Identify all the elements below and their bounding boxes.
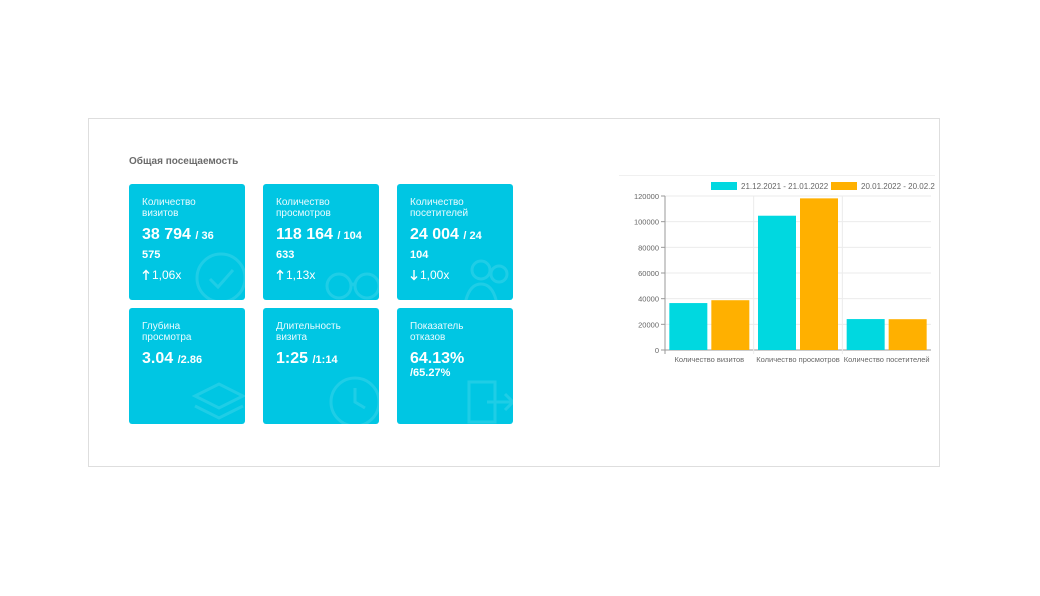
previous-value: /2.86 (177, 354, 203, 366)
y-tick-label: 60000 (638, 269, 659, 278)
legend-label: 20.01.2022 - 20.02.2022 (861, 182, 935, 191)
legend-label: 21.12.2021 - 21.01.2022 (741, 182, 829, 191)
tile-value: 24 004 / 24 104 (410, 226, 503, 264)
bar (669, 303, 708, 350)
arrow-down-icon (410, 270, 418, 281)
tile-pageviews: Количество просмотров 118 164 / 104 633 … (263, 184, 379, 300)
previous-value: / 104 633 (276, 230, 362, 261)
current-value: 24 004 (410, 226, 459, 243)
trend-value: 1,13x (286, 268, 316, 282)
visits-chart: 21.12.2021 - 21.01.2022 20.01.2022 - 20.0… (619, 175, 949, 375)
tile-label: Количество посетителей (410, 197, 469, 219)
bar (846, 319, 885, 350)
trend: 1,00x (410, 268, 503, 282)
tile-label: Количество просмотров (276, 197, 331, 219)
previous-value: / 36 575 (142, 230, 214, 261)
y-tick-label: 100000 (634, 218, 659, 227)
traffic-panel: Общая посещаемость Количество визитов 38… (88, 118, 949, 467)
tile-label: Показатель отказов (410, 321, 464, 343)
tile-label: Длительность визита (276, 321, 341, 343)
glasses-icon (325, 272, 379, 300)
tile-bounce: Показатель отказов 64.13% /65.27% (397, 308, 513, 424)
x-tick-label: Количество визитов (674, 355, 744, 364)
current-value: 118 164 (276, 226, 333, 243)
legend-swatch (711, 182, 737, 190)
legend-divider (619, 175, 935, 176)
x-tick-label: Количество просмотров (756, 355, 839, 364)
trend: 1,13x (276, 268, 369, 282)
exit-icon (467, 380, 513, 424)
current-value: 64.13% (410, 350, 465, 367)
panel-title: Общая посещаемость (129, 156, 239, 167)
tile-value: 118 164 / 104 633 (276, 226, 369, 264)
x-tick-label: Количество посетителей (844, 355, 930, 364)
y-tick-label: 0 (655, 346, 659, 355)
y-tick-label: 20000 (638, 320, 659, 329)
current-value: 38 794 (142, 226, 191, 243)
y-tick-label: 80000 (638, 243, 659, 252)
tile-label: Количество визитов (142, 197, 196, 219)
y-tick-label: 40000 (638, 295, 659, 304)
check-circle-icon (195, 252, 245, 300)
tile-value: 3.04 /2.86 (142, 350, 235, 369)
y-tick-label: 120000 (634, 192, 659, 201)
users-icon (464, 259, 509, 300)
trend: 1,06x (142, 268, 235, 282)
trend-value: 1,06x (152, 268, 182, 282)
layers-icon (191, 382, 245, 420)
previous-value: /65.27% (410, 367, 451, 379)
tile-value: 64.13% /65.27% (410, 350, 503, 380)
tile-value: 38 794 / 36 575 (142, 226, 235, 264)
bar (888, 319, 927, 350)
current-value: 1:25 (276, 350, 309, 367)
tile-value: 1:25 /1:14 (276, 350, 369, 369)
bar (758, 215, 796, 350)
tile-duration: Длительность визита 1:25 /1:14 (263, 308, 379, 424)
trend-value: 1,00x (420, 268, 450, 282)
previous-value: / 24 104 (410, 230, 482, 261)
previous-value: /1:14 (312, 354, 338, 366)
tile-label: Глубина просмотра (142, 321, 192, 343)
arrow-up-icon (276, 269, 284, 280)
bar (800, 198, 838, 350)
tile-visitors: Количество посетителей 24 004 / 24 104 1… (397, 184, 513, 300)
current-value: 3.04 (142, 350, 174, 367)
bar-chart: 21.12.2021 - 21.01.2022 20.01.2022 - 20.0… (634, 182, 949, 364)
clock-icon (329, 376, 379, 424)
bar (711, 300, 750, 350)
legend-swatch (831, 182, 857, 190)
tile-depth: Глубина просмотра 3.04 /2.86 (129, 308, 245, 424)
tile-visits: Количество визитов 38 794 / 36 575 1,06x (129, 184, 245, 300)
arrow-up-icon (142, 269, 150, 280)
